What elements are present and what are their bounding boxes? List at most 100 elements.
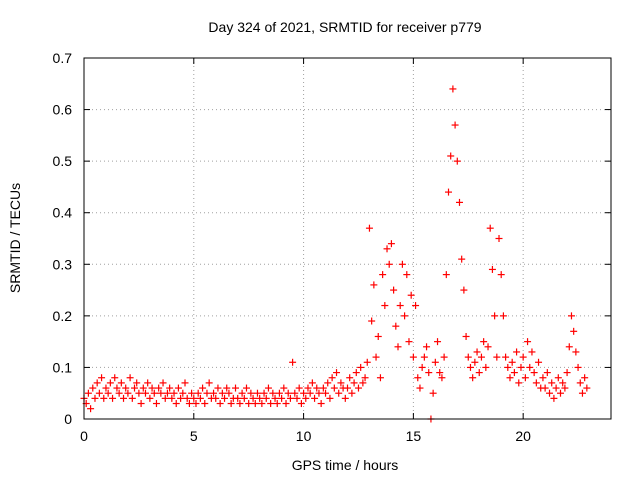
- data-point: [548, 379, 556, 387]
- data-point: [488, 265, 496, 273]
- data-point: [464, 353, 472, 361]
- data-point: [218, 389, 226, 397]
- data-point: [297, 400, 305, 408]
- data-point: [504, 363, 512, 371]
- data-point: [256, 394, 264, 402]
- data-point: [313, 384, 321, 392]
- data-point: [344, 384, 351, 392]
- data-point: [524, 338, 532, 346]
- data-point: [308, 379, 316, 387]
- data-point: [495, 235, 503, 242]
- data-point: [570, 327, 578, 335]
- y-tick-label: 0.1: [53, 359, 73, 375]
- y-tick-label: 0.6: [53, 102, 73, 118]
- data-point: [317, 400, 325, 408]
- data-point: [214, 384, 222, 392]
- data-point: [102, 384, 110, 392]
- data-point: [289, 358, 297, 366]
- data-point: [128, 394, 136, 402]
- data-point: [260, 389, 268, 397]
- data-point: [528, 348, 536, 356]
- data-point: [161, 394, 169, 402]
- data-point: [466, 363, 474, 371]
- data-point: [221, 394, 229, 402]
- y-tick-label: 0.7: [53, 50, 73, 66]
- data-point: [469, 374, 477, 382]
- data-point: [324, 379, 332, 387]
- data-point: [133, 379, 141, 387]
- data-point: [484, 343, 492, 351]
- data-point: [188, 389, 196, 397]
- data-point: [352, 369, 360, 377]
- data-point: [122, 384, 130, 392]
- data-point: [374, 332, 382, 340]
- points-layer: [80, 85, 591, 423]
- data-point: [390, 286, 398, 294]
- data-point: [517, 363, 525, 371]
- data-point: [163, 389, 171, 397]
- data-point: [150, 389, 158, 397]
- data-point: [311, 394, 319, 402]
- data-point: [539, 374, 547, 382]
- data-point: [576, 379, 584, 387]
- data-point: [212, 394, 220, 402]
- data-point: [141, 389, 149, 397]
- data-point: [179, 389, 187, 397]
- data-point: [168, 394, 176, 402]
- data-point: [381, 302, 389, 310]
- data-point: [238, 389, 246, 397]
- data-point: [434, 338, 442, 346]
- data-point: [543, 369, 551, 377]
- data-point: [359, 379, 367, 387]
- data-point: [120, 394, 128, 402]
- y-tick-label: 0.3: [53, 256, 73, 272]
- data-point: [407, 291, 415, 299]
- data-point: [376, 374, 384, 382]
- data-point: [170, 389, 178, 397]
- data-point: [181, 379, 189, 387]
- data-point: [550, 394, 558, 402]
- data-point: [330, 384, 338, 392]
- data-point: [385, 260, 393, 268]
- data-point: [106, 379, 114, 387]
- data-point: [348, 389, 356, 397]
- data-point: [273, 400, 281, 408]
- y-axis-title: SRMTID / TECUs: [7, 183, 23, 293]
- data-point: [282, 400, 290, 408]
- data-point: [87, 405, 95, 413]
- data-point: [363, 358, 371, 366]
- data-point: [172, 400, 180, 408]
- data-point: [510, 369, 518, 377]
- data-point: [341, 394, 349, 402]
- data-point: [137, 400, 145, 408]
- data-point: [258, 400, 266, 408]
- data-point: [477, 353, 485, 361]
- data-point: [519, 353, 527, 361]
- data-point: [109, 394, 117, 402]
- data-point: [253, 389, 261, 397]
- data-point: [304, 384, 312, 392]
- y-tick-label: 0: [64, 411, 72, 427]
- data-point: [480, 338, 488, 346]
- data-point: [205, 379, 213, 387]
- data-point: [491, 312, 499, 320]
- data-point: [354, 384, 362, 392]
- data-point: [405, 338, 413, 346]
- data-point: [567, 312, 575, 320]
- data-point: [394, 343, 402, 351]
- data-point: [322, 389, 330, 397]
- data-point: [190, 394, 198, 402]
- data-point: [532, 379, 540, 387]
- data-point: [431, 358, 439, 366]
- data-point: [552, 384, 560, 392]
- data-point: [251, 400, 259, 408]
- data-point: [565, 343, 573, 351]
- data-point: [240, 394, 248, 402]
- data-point: [185, 400, 193, 408]
- data-point: [460, 286, 468, 294]
- data-point: [396, 302, 404, 310]
- data-point: [104, 389, 112, 397]
- data-point: [247, 389, 255, 397]
- data-point: [361, 374, 369, 382]
